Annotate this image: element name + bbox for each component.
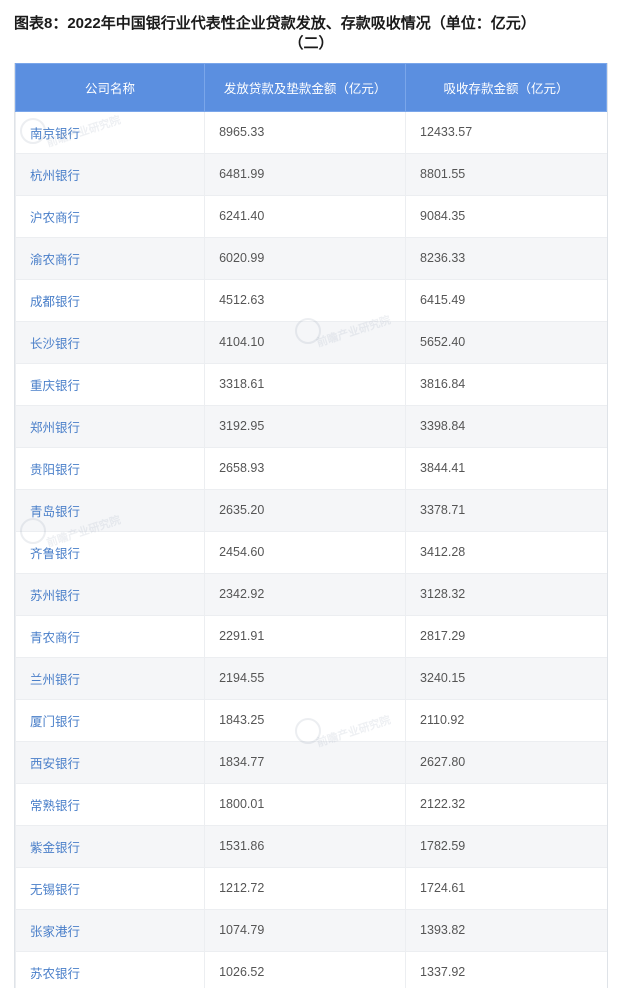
deposit-amount-cell: 1393.82 (406, 909, 607, 951)
deposit-amount-cell: 3240.15 (406, 657, 607, 699)
loan-amount-cell: 2454.60 (205, 531, 406, 573)
loan-amount-cell: 2342.92 (205, 573, 406, 615)
table-row[interactable]: 常熟银行 1800.01 2122.32 (16, 783, 607, 825)
finance-data-table: 公司名称 发放贷款及垫款金额（亿元） 吸收存款金额（亿元） 南京银行 8965.… (15, 63, 607, 988)
deposit-amount-cell: 6415.49 (406, 279, 607, 321)
loan-amount-cell: 1800.01 (205, 783, 406, 825)
table-row[interactable]: 渝农商行 6020.99 8236.33 (16, 237, 607, 279)
deposit-amount-cell: 3412.28 (406, 531, 607, 573)
table-row[interactable]: 杭州银行 6481.99 8801.55 (16, 153, 607, 195)
deposit-amount-cell: 2627.80 (406, 741, 607, 783)
table-row[interactable]: 兰州银行 2194.55 3240.15 (16, 657, 607, 699)
loan-amount-cell: 3192.95 (205, 405, 406, 447)
company-name-cell: 南京银行 (16, 111, 205, 153)
deposit-amount-cell: 8801.55 (406, 153, 607, 195)
deposit-amount-cell: 12433.57 (406, 111, 607, 153)
table-row[interactable]: 贵阳银行 2658.93 3844.41 (16, 447, 607, 489)
table-body: 南京银行 8965.33 12433.57 杭州银行 6481.99 8801.… (16, 111, 607, 988)
deposit-amount-cell: 1337.92 (406, 951, 607, 988)
company-name-cell: 张家港行 (16, 909, 205, 951)
loan-amount-cell: 1212.72 (205, 867, 406, 909)
company-name-cell: 成都银行 (16, 279, 205, 321)
table-row[interactable]: 齐鲁银行 2454.60 3412.28 (16, 531, 607, 573)
table-row[interactable]: 南京银行 8965.33 12433.57 (16, 111, 607, 153)
loan-amount-cell: 4512.63 (205, 279, 406, 321)
company-name-cell: 杭州银行 (16, 153, 205, 195)
company-name-cell: 厦门银行 (16, 699, 205, 741)
deposit-amount-cell: 1724.61 (406, 867, 607, 909)
table-row[interactable]: 成都银行 4512.63 6415.49 (16, 279, 607, 321)
deposit-amount-cell: 3378.71 (406, 489, 607, 531)
table-row[interactable]: 青岛银行 2635.20 3378.71 (16, 489, 607, 531)
company-name-cell: 无锡银行 (16, 867, 205, 909)
loan-amount-cell: 1531.86 (205, 825, 406, 867)
column-header-loan[interactable]: 发放贷款及垫款金额（亿元） (205, 63, 406, 111)
loan-amount-cell: 3318.61 (205, 363, 406, 405)
company-name-cell: 西安银行 (16, 741, 205, 783)
company-name-cell: 青农商行 (16, 615, 205, 657)
company-name-cell: 郑州银行 (16, 405, 205, 447)
table-row[interactable]: 长沙银行 4104.10 5652.40 (16, 321, 607, 363)
company-name-cell: 兰州银行 (16, 657, 205, 699)
chart-title-sub: （二） (14, 34, 608, 54)
table-row[interactable]: 重庆银行 3318.61 3816.84 (16, 363, 607, 405)
deposit-amount-cell: 5652.40 (406, 321, 607, 363)
deposit-amount-cell: 2817.29 (406, 615, 607, 657)
loan-amount-cell: 4104.10 (205, 321, 406, 363)
loan-amount-cell: 2635.20 (205, 489, 406, 531)
company-name-cell: 贵阳银行 (16, 447, 205, 489)
company-name-cell: 重庆银行 (16, 363, 205, 405)
table-row[interactable]: 厦门银行 1843.25 2110.92 (16, 699, 607, 741)
company-name-cell: 长沙银行 (16, 321, 205, 363)
column-header-deposit[interactable]: 吸收存款金额（亿元） (406, 63, 607, 111)
company-name-cell: 苏州银行 (16, 573, 205, 615)
loan-amount-cell: 1843.25 (205, 699, 406, 741)
table-row[interactable]: 无锡银行 1212.72 1724.61 (16, 867, 607, 909)
deposit-amount-cell: 8236.33 (406, 237, 607, 279)
table-row[interactable]: 沪农商行 6241.40 9084.35 (16, 195, 607, 237)
table-row[interactable]: 苏农银行 1026.52 1337.92 (16, 951, 607, 988)
company-name-cell: 紫金银行 (16, 825, 205, 867)
company-name-cell: 齐鲁银行 (16, 531, 205, 573)
loan-amount-cell: 8965.33 (205, 111, 406, 153)
deposit-amount-cell: 2122.32 (406, 783, 607, 825)
loan-amount-cell: 2194.55 (205, 657, 406, 699)
company-name-cell: 渝农商行 (16, 237, 205, 279)
loan-amount-cell: 6020.99 (205, 237, 406, 279)
company-name-cell: 苏农银行 (16, 951, 205, 988)
deposit-amount-cell: 3816.84 (406, 363, 607, 405)
deposit-amount-cell: 9084.35 (406, 195, 607, 237)
report-page: 图表8：2022年中国银行业代表性企业贷款发放、存款吸收情况（单位：亿元） （二… (0, 0, 622, 988)
data-table-container: 前瞻产业研究院 前瞻产业研究院 前瞻产业研究院 前瞻产业研究院 公司名称 发放贷… (14, 63, 608, 988)
table-row[interactable]: 西安银行 1834.77 2627.80 (16, 741, 607, 783)
deposit-amount-cell: 1782.59 (406, 825, 607, 867)
loan-amount-cell: 6241.40 (205, 195, 406, 237)
company-name-cell: 常熟银行 (16, 783, 205, 825)
table-row[interactable]: 青农商行 2291.91 2817.29 (16, 615, 607, 657)
chart-title: 图表8：2022年中国银行业代表性企业贷款发放、存款吸收情况（单位：亿元） （二… (14, 14, 608, 55)
table-header-row: 公司名称 发放贷款及垫款金额（亿元） 吸收存款金额（亿元） (16, 63, 607, 111)
loan-amount-cell: 2658.93 (205, 447, 406, 489)
loan-amount-cell: 1026.52 (205, 951, 406, 988)
deposit-amount-cell: 3128.32 (406, 573, 607, 615)
loan-amount-cell: 1074.79 (205, 909, 406, 951)
table-row[interactable]: 紫金银行 1531.86 1782.59 (16, 825, 607, 867)
loan-amount-cell: 2291.91 (205, 615, 406, 657)
deposit-amount-cell: 3844.41 (406, 447, 607, 489)
company-name-cell: 青岛银行 (16, 489, 205, 531)
table-row[interactable]: 张家港行 1074.79 1393.82 (16, 909, 607, 951)
company-name-cell: 沪农商行 (16, 195, 205, 237)
loan-amount-cell: 6481.99 (205, 153, 406, 195)
table-row[interactable]: 郑州银行 3192.95 3398.84 (16, 405, 607, 447)
loan-amount-cell: 1834.77 (205, 741, 406, 783)
table-row[interactable]: 苏州银行 2342.92 3128.32 (16, 573, 607, 615)
column-header-company[interactable]: 公司名称 (16, 63, 205, 111)
deposit-amount-cell: 2110.92 (406, 699, 607, 741)
deposit-amount-cell: 3398.84 (406, 405, 607, 447)
